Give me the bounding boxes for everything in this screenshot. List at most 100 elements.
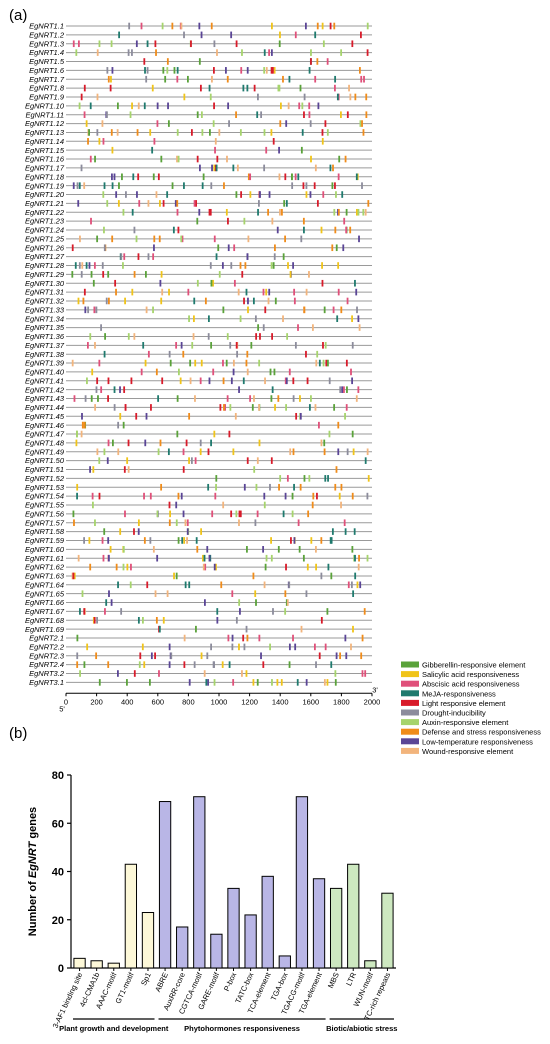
cis-element-mark <box>316 200 319 207</box>
cis-element-mark <box>337 288 340 296</box>
cis-element-mark <box>246 253 249 260</box>
cis-element-mark <box>79 670 81 677</box>
cis-element-mark <box>141 643 144 651</box>
bar <box>107 962 120 969</box>
gene-label: EgNRT1.53 <box>25 483 65 492</box>
cis-element-mark <box>326 129 329 136</box>
cis-element-mark <box>89 466 91 473</box>
cis-element-mark <box>199 439 202 447</box>
bar <box>347 863 360 969</box>
bar <box>141 912 155 969</box>
gene-label: EgNRT1.51 <box>25 465 64 474</box>
gene-label: EgNRT1.13 <box>25 128 65 137</box>
cis-element-mark <box>280 102 282 110</box>
cis-element-mark <box>346 297 349 305</box>
cis-element-mark <box>222 359 224 367</box>
cis-element-mark <box>306 377 309 385</box>
cis-element-mark <box>216 155 219 163</box>
cis-element-mark <box>271 22 273 30</box>
cis-element-mark <box>343 217 346 225</box>
cis-element-mark <box>174 200 177 207</box>
cis-element-mark <box>211 510 214 518</box>
gene-label: EgNRT1.39 <box>25 359 65 368</box>
cis-element-mark <box>156 510 159 518</box>
cis-element-mark <box>332 306 335 314</box>
cis-element-mark <box>285 599 288 606</box>
cis-element-mark <box>295 412 298 420</box>
cis-element-mark <box>193 200 196 207</box>
cis-element-mark <box>366 492 369 500</box>
cis-element-mark <box>173 67 176 74</box>
cis-element-mark <box>135 412 138 420</box>
legend-label: Abscisic acid responsiveness <box>422 680 520 689</box>
cis-element-mark <box>215 164 218 172</box>
bar <box>124 863 138 969</box>
cis-element-mark <box>102 138 105 145</box>
cis-element-mark <box>230 510 233 518</box>
cis-element-mark <box>188 412 191 420</box>
cis-element-mark <box>98 679 101 686</box>
gene-label: EgNRT1.58 <box>25 527 65 536</box>
gene-label: EgNRT1.19 <box>25 181 65 190</box>
cis-element-mark <box>252 679 255 686</box>
cis-element-mark <box>107 395 109 402</box>
cis-element-mark <box>300 146 303 154</box>
gene-label: EgNRT1.65 <box>25 589 65 598</box>
cis-element-mark <box>111 67 114 74</box>
cis-element-mark <box>292 395 295 402</box>
cis-element-mark <box>83 421 86 429</box>
cis-element-mark <box>209 262 212 269</box>
cis-element-mark <box>200 111 203 118</box>
gene-label: EgNRT1.23 <box>25 217 65 226</box>
cis-element-mark <box>159 279 162 287</box>
cis-element-mark <box>351 40 354 48</box>
cis-element-mark <box>269 368 272 376</box>
cis-element-mark <box>273 67 276 74</box>
cis-element-mark <box>199 164 201 172</box>
cis-element-mark <box>237 288 240 296</box>
cis-element-mark <box>76 634 79 642</box>
cis-element-mark <box>301 129 304 136</box>
cis-element-mark <box>132 173 135 181</box>
cis-element-mark <box>175 342 178 349</box>
cis-element-mark <box>179 377 182 385</box>
cis-element-mark <box>302 217 305 225</box>
legend-swatch <box>401 690 419 697</box>
cis-element-mark <box>159 200 161 207</box>
cis-element-mark <box>83 84 86 92</box>
cis-element-mark <box>202 563 205 571</box>
cis-element-mark <box>79 235 81 243</box>
cis-element-mark <box>152 546 155 553</box>
cis-element-mark <box>331 182 334 189</box>
bar <box>295 796 309 969</box>
cis-element-mark <box>208 208 211 216</box>
cis-element-mark <box>144 67 146 74</box>
cis-element-mark <box>190 457 193 464</box>
x-tick-label: 1200 <box>241 697 258 706</box>
cis-element-mark <box>247 235 250 243</box>
cis-element-mark <box>310 155 312 163</box>
cis-element-mark <box>183 182 185 189</box>
cis-element-mark <box>231 634 234 642</box>
cis-element-mark <box>77 40 80 48</box>
cis-element-mark <box>183 537 186 544</box>
gene-label: EgNRT1.10 <box>25 101 65 110</box>
cis-element-mark <box>103 182 106 189</box>
cis-element-mark <box>152 306 154 314</box>
cis-element-mark <box>260 652 262 660</box>
cis-element-mark <box>282 315 284 323</box>
cis-element-mark <box>333 404 336 411</box>
cis-element-mark <box>78 262 81 269</box>
cis-element-mark <box>81 590 84 597</box>
cis-element-mark <box>168 288 170 296</box>
gene-label: EgNRT1.56 <box>25 509 65 518</box>
group-label: Biotic/abiotic stress <box>326 1024 397 1033</box>
cis-element-mark <box>80 430 83 438</box>
cis-element-mark <box>262 546 265 553</box>
cis-element-mark <box>231 643 234 651</box>
cis-element-mark <box>356 208 358 216</box>
cis-element-mark <box>111 235 114 243</box>
cis-element-mark <box>84 306 87 314</box>
cis-element-mark <box>253 395 255 402</box>
cis-element-mark <box>215 483 217 491</box>
